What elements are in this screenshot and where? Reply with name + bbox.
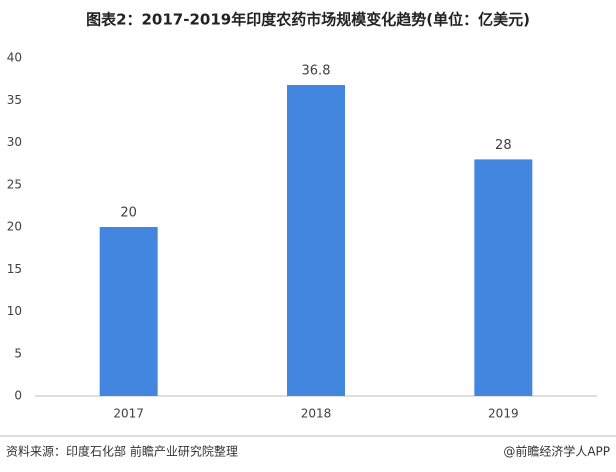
x-tick-label: 2019 <box>488 407 519 421</box>
value-label: 36.8 <box>302 64 331 79</box>
source: 资料来源：印度石化部 前瞻产业研究院整理 <box>6 444 238 459</box>
y-tick-label: 20 <box>7 220 22 234</box>
y-tick-label: 30 <box>7 135 22 149</box>
credit: @前瞻经济学人APP <box>503 444 610 459</box>
x-tick-label: 2018 <box>301 407 332 421</box>
chart-title: 图表2：2017-2019年印度农药市场规模变化趋势(单位：亿美元) <box>86 11 530 29</box>
bar <box>99 227 158 396</box>
value-label: 28 <box>495 138 512 153</box>
y-tick-label: 10 <box>7 304 22 318</box>
value-label: 20 <box>120 206 137 221</box>
x-tick-label: 2017 <box>113 407 144 421</box>
bar <box>287 85 345 396</box>
y-tick-label: 15 <box>7 262 22 276</box>
y-tick-label: 25 <box>7 177 22 191</box>
y-tick-label: 35 <box>7 93 22 107</box>
y-tick-label: 5 <box>14 346 22 360</box>
y-tick-label: 40 <box>7 51 22 65</box>
bar <box>474 159 533 396</box>
y-tick-label: 0 <box>14 389 22 403</box>
